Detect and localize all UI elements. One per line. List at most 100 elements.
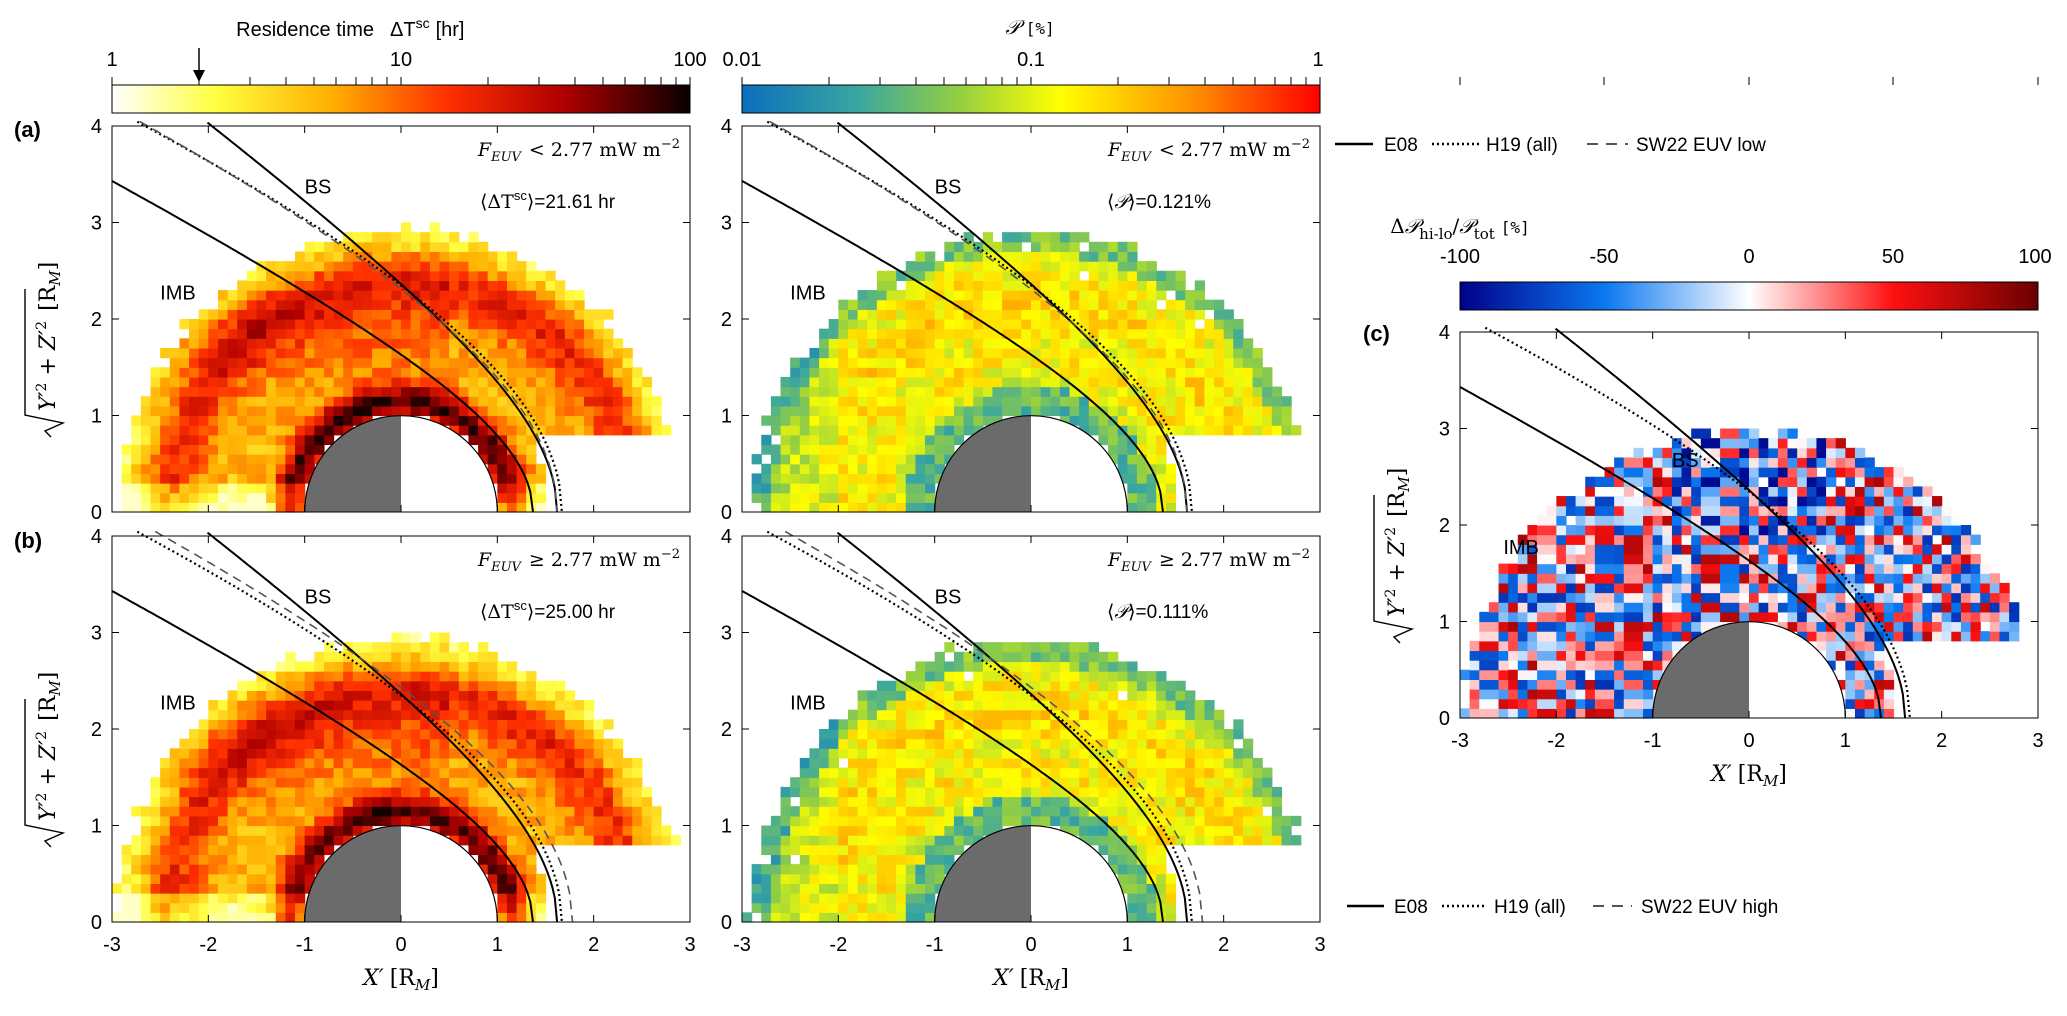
heatmap-cell xyxy=(227,796,238,807)
heatmap-cell xyxy=(1002,671,1013,682)
heatmap-cell xyxy=(1098,719,1109,730)
heatmap-cell xyxy=(1079,376,1090,388)
heatmap-cell xyxy=(1127,844,1138,856)
heatmap-cell xyxy=(237,825,248,836)
heatmap-cell xyxy=(780,463,791,474)
heatmap-cell xyxy=(189,463,200,474)
heatmap-cell xyxy=(799,815,811,827)
heatmap-cell xyxy=(963,328,974,339)
heatmap-cell xyxy=(410,767,421,778)
heatmap-cell xyxy=(535,719,547,730)
heatmap-cell xyxy=(1031,328,1042,339)
heatmap-cell xyxy=(1185,729,1196,740)
heatmap-cell xyxy=(1185,405,1196,417)
heatmap-cell xyxy=(343,719,354,730)
heatmap-cell xyxy=(1537,698,1548,709)
heatmap-cell xyxy=(487,738,498,749)
heatmap-cell xyxy=(603,347,614,359)
heatmap-cell xyxy=(217,309,229,320)
heatmap-cell xyxy=(487,757,498,769)
heatmap-cell xyxy=(1165,757,1177,769)
heatmap-cell xyxy=(449,338,460,349)
heatmap-cell xyxy=(612,405,624,417)
heatmap-cell xyxy=(1069,261,1080,272)
heatmap-cell xyxy=(632,806,643,817)
heatmap-cell xyxy=(516,757,527,769)
heatmap-cell xyxy=(198,835,209,846)
heatmap-cell xyxy=(944,415,955,426)
heatmap-cell xyxy=(867,328,878,339)
heatmap-cell xyxy=(506,290,518,301)
heatmap-cell xyxy=(304,835,315,846)
heatmap-cell xyxy=(1469,708,1480,719)
heatmap-cell xyxy=(1546,563,1557,574)
heatmap-cell xyxy=(343,700,354,711)
heatmap-cell xyxy=(131,873,142,884)
heatmap-cell xyxy=(285,729,296,740)
heatmap-cell xyxy=(1098,786,1109,798)
heatmap-cell xyxy=(905,328,916,339)
heatmap-cell xyxy=(458,651,470,663)
heatmap-cell xyxy=(1271,396,1283,407)
heatmap-cell xyxy=(838,777,849,788)
heatmap-cell xyxy=(612,806,624,817)
heatmap-cell xyxy=(905,902,916,913)
heatmap-cell xyxy=(478,661,489,672)
heatmap-cell xyxy=(1156,786,1167,798)
heatmap-cell xyxy=(439,661,450,672)
heatmap-cell xyxy=(944,396,955,407)
heatmap-cell xyxy=(372,719,383,730)
heatmap-cell xyxy=(780,425,791,436)
heatmap-cell xyxy=(886,290,897,301)
heatmap-cell xyxy=(1146,434,1157,446)
heatmap-cell xyxy=(641,425,653,436)
heatmap-cell xyxy=(160,873,171,884)
heatmap-cell xyxy=(1623,563,1634,574)
heatmap-cell xyxy=(1214,767,1225,778)
heatmap-cell xyxy=(275,883,286,894)
heatmap-cell xyxy=(1098,299,1109,310)
colorbar-residence-tick-10: 10 xyxy=(390,49,412,71)
heatmap-cell xyxy=(564,319,575,330)
heatmap-cell xyxy=(886,328,897,339)
heatmap-cell xyxy=(1508,563,1519,574)
heatmap-cell xyxy=(1479,631,1490,642)
heatmap-cell xyxy=(217,806,229,817)
heatmap-cell xyxy=(323,757,335,769)
heatmap-cell xyxy=(478,844,489,856)
heatmap-cell xyxy=(1643,573,1654,584)
heatmap-cell xyxy=(189,806,200,817)
heatmap-cell xyxy=(876,454,888,465)
heatmap-cell xyxy=(458,825,470,836)
heatmap-cell xyxy=(1633,573,1644,584)
heatmap-cell xyxy=(1021,338,1032,349)
heatmap-cell xyxy=(574,299,585,310)
heatmap-cell xyxy=(838,386,849,397)
heatmap-cell xyxy=(391,290,402,301)
heatmap-cell xyxy=(992,396,1003,407)
heatmap-cell xyxy=(1517,563,1529,574)
heatmap-cell xyxy=(372,261,383,272)
heatmap-cell xyxy=(603,376,614,388)
heatmap-cell xyxy=(1059,357,1071,368)
heatmap-cell xyxy=(545,425,556,436)
heatmap-cell xyxy=(391,241,402,253)
heatmap-cell xyxy=(1098,738,1109,749)
heatmap-cell xyxy=(584,757,595,769)
heatmap-cell xyxy=(886,357,897,368)
heatmap-cell xyxy=(150,425,161,436)
heatmap-cell xyxy=(1194,347,1205,359)
heatmap-cell xyxy=(391,719,402,730)
heatmap-cell xyxy=(1594,505,1606,516)
heatmap-cell xyxy=(1565,563,1577,574)
heatmap-cell xyxy=(1108,709,1119,720)
heatmap-cell xyxy=(333,806,344,817)
heatmap-cell xyxy=(1614,573,1625,584)
heatmap-cell xyxy=(1681,611,1692,623)
heatmap-cell xyxy=(468,777,479,788)
heatmap-cell xyxy=(1127,796,1138,807)
heatmap-cell xyxy=(295,806,306,817)
heatmap-cell xyxy=(410,405,421,417)
heatmap-cell xyxy=(790,893,801,904)
heatmap-cell xyxy=(468,251,479,262)
